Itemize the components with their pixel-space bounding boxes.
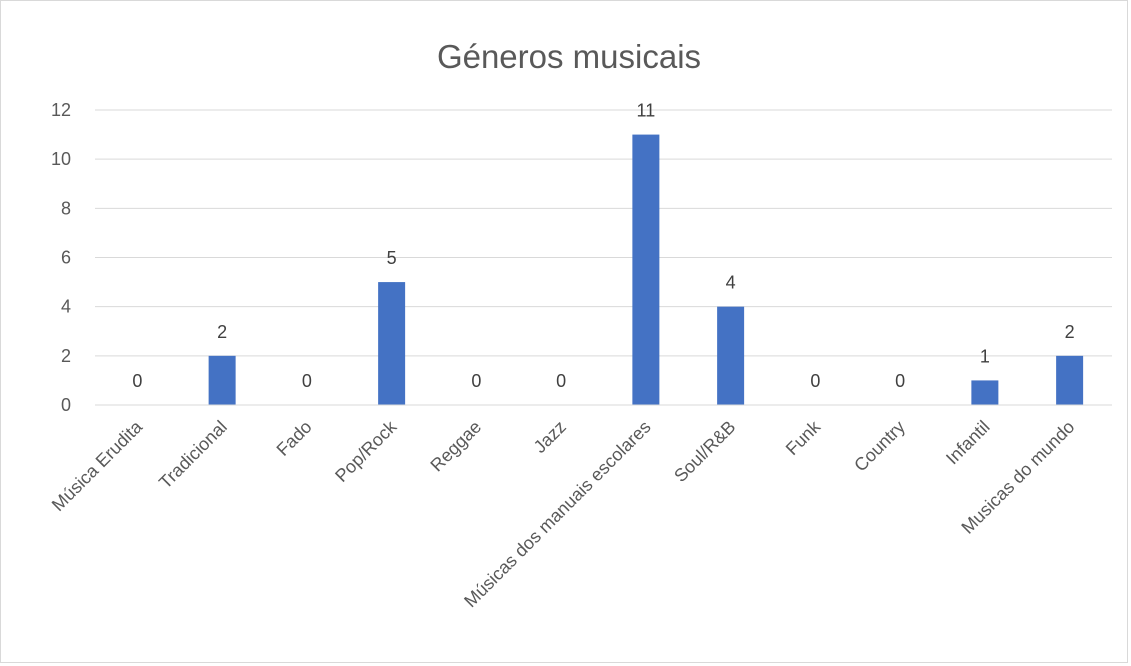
x-tick-label: Jazz <box>530 417 570 457</box>
x-tick-label: Música Erudita <box>48 416 147 515</box>
data-label: 1 <box>980 346 990 366</box>
bar <box>378 282 406 405</box>
bar <box>717 306 745 405</box>
data-label: 0 <box>471 371 481 391</box>
x-tick-label: Country <box>850 417 909 476</box>
bars <box>208 134 1084 406</box>
data-label: 0 <box>810 371 820 391</box>
data-label: 2 <box>217 322 227 342</box>
bar <box>632 134 660 406</box>
data-label: 0 <box>556 371 566 391</box>
x-tick-label: Músicas dos manuais escolares <box>460 417 655 612</box>
data-label: 11 <box>637 101 656 121</box>
x-tick-label: Funk <box>782 416 825 459</box>
x-tick-label: Reggae <box>426 417 485 476</box>
bar <box>208 355 236 405</box>
bar <box>1056 355 1084 405</box>
y-tick-label: 8 <box>61 198 71 218</box>
y-tick-label: 10 <box>51 149 71 169</box>
x-tick-label: Tradicional <box>155 417 231 493</box>
y-tick-label: 6 <box>61 248 71 268</box>
data-label: 4 <box>726 273 736 293</box>
x-axis: Música Erudita Tradicional Fado Pop/Rock Reg… <box>48 404 1112 612</box>
data-label: 0 <box>895 371 905 391</box>
x-tick-label: Soul/R&B <box>670 417 739 486</box>
y-tick-label: 12 <box>51 100 71 120</box>
data-label: 5 <box>387 248 397 268</box>
chart-title: Géneros musicais <box>437 38 701 75</box>
y-axis: 0 2 4 6 8 10 12 <box>51 100 71 415</box>
x-tick-label: Fado <box>273 417 316 460</box>
bar <box>971 380 999 405</box>
x-tick-label: Infantil <box>942 417 994 469</box>
data-label: 0 <box>302 371 312 391</box>
y-tick-label: 0 <box>61 395 71 415</box>
gridlines <box>95 109 1112 406</box>
data-labels: 0 2 0 5 0 0 11 4 0 0 1 2 <box>132 101 1074 391</box>
y-tick-label: 2 <box>61 346 71 366</box>
x-tick-label: Pop/Rock <box>331 416 401 486</box>
data-label: 2 <box>1065 322 1075 342</box>
data-label: 0 <box>132 371 142 391</box>
y-tick-label: 4 <box>61 297 71 317</box>
